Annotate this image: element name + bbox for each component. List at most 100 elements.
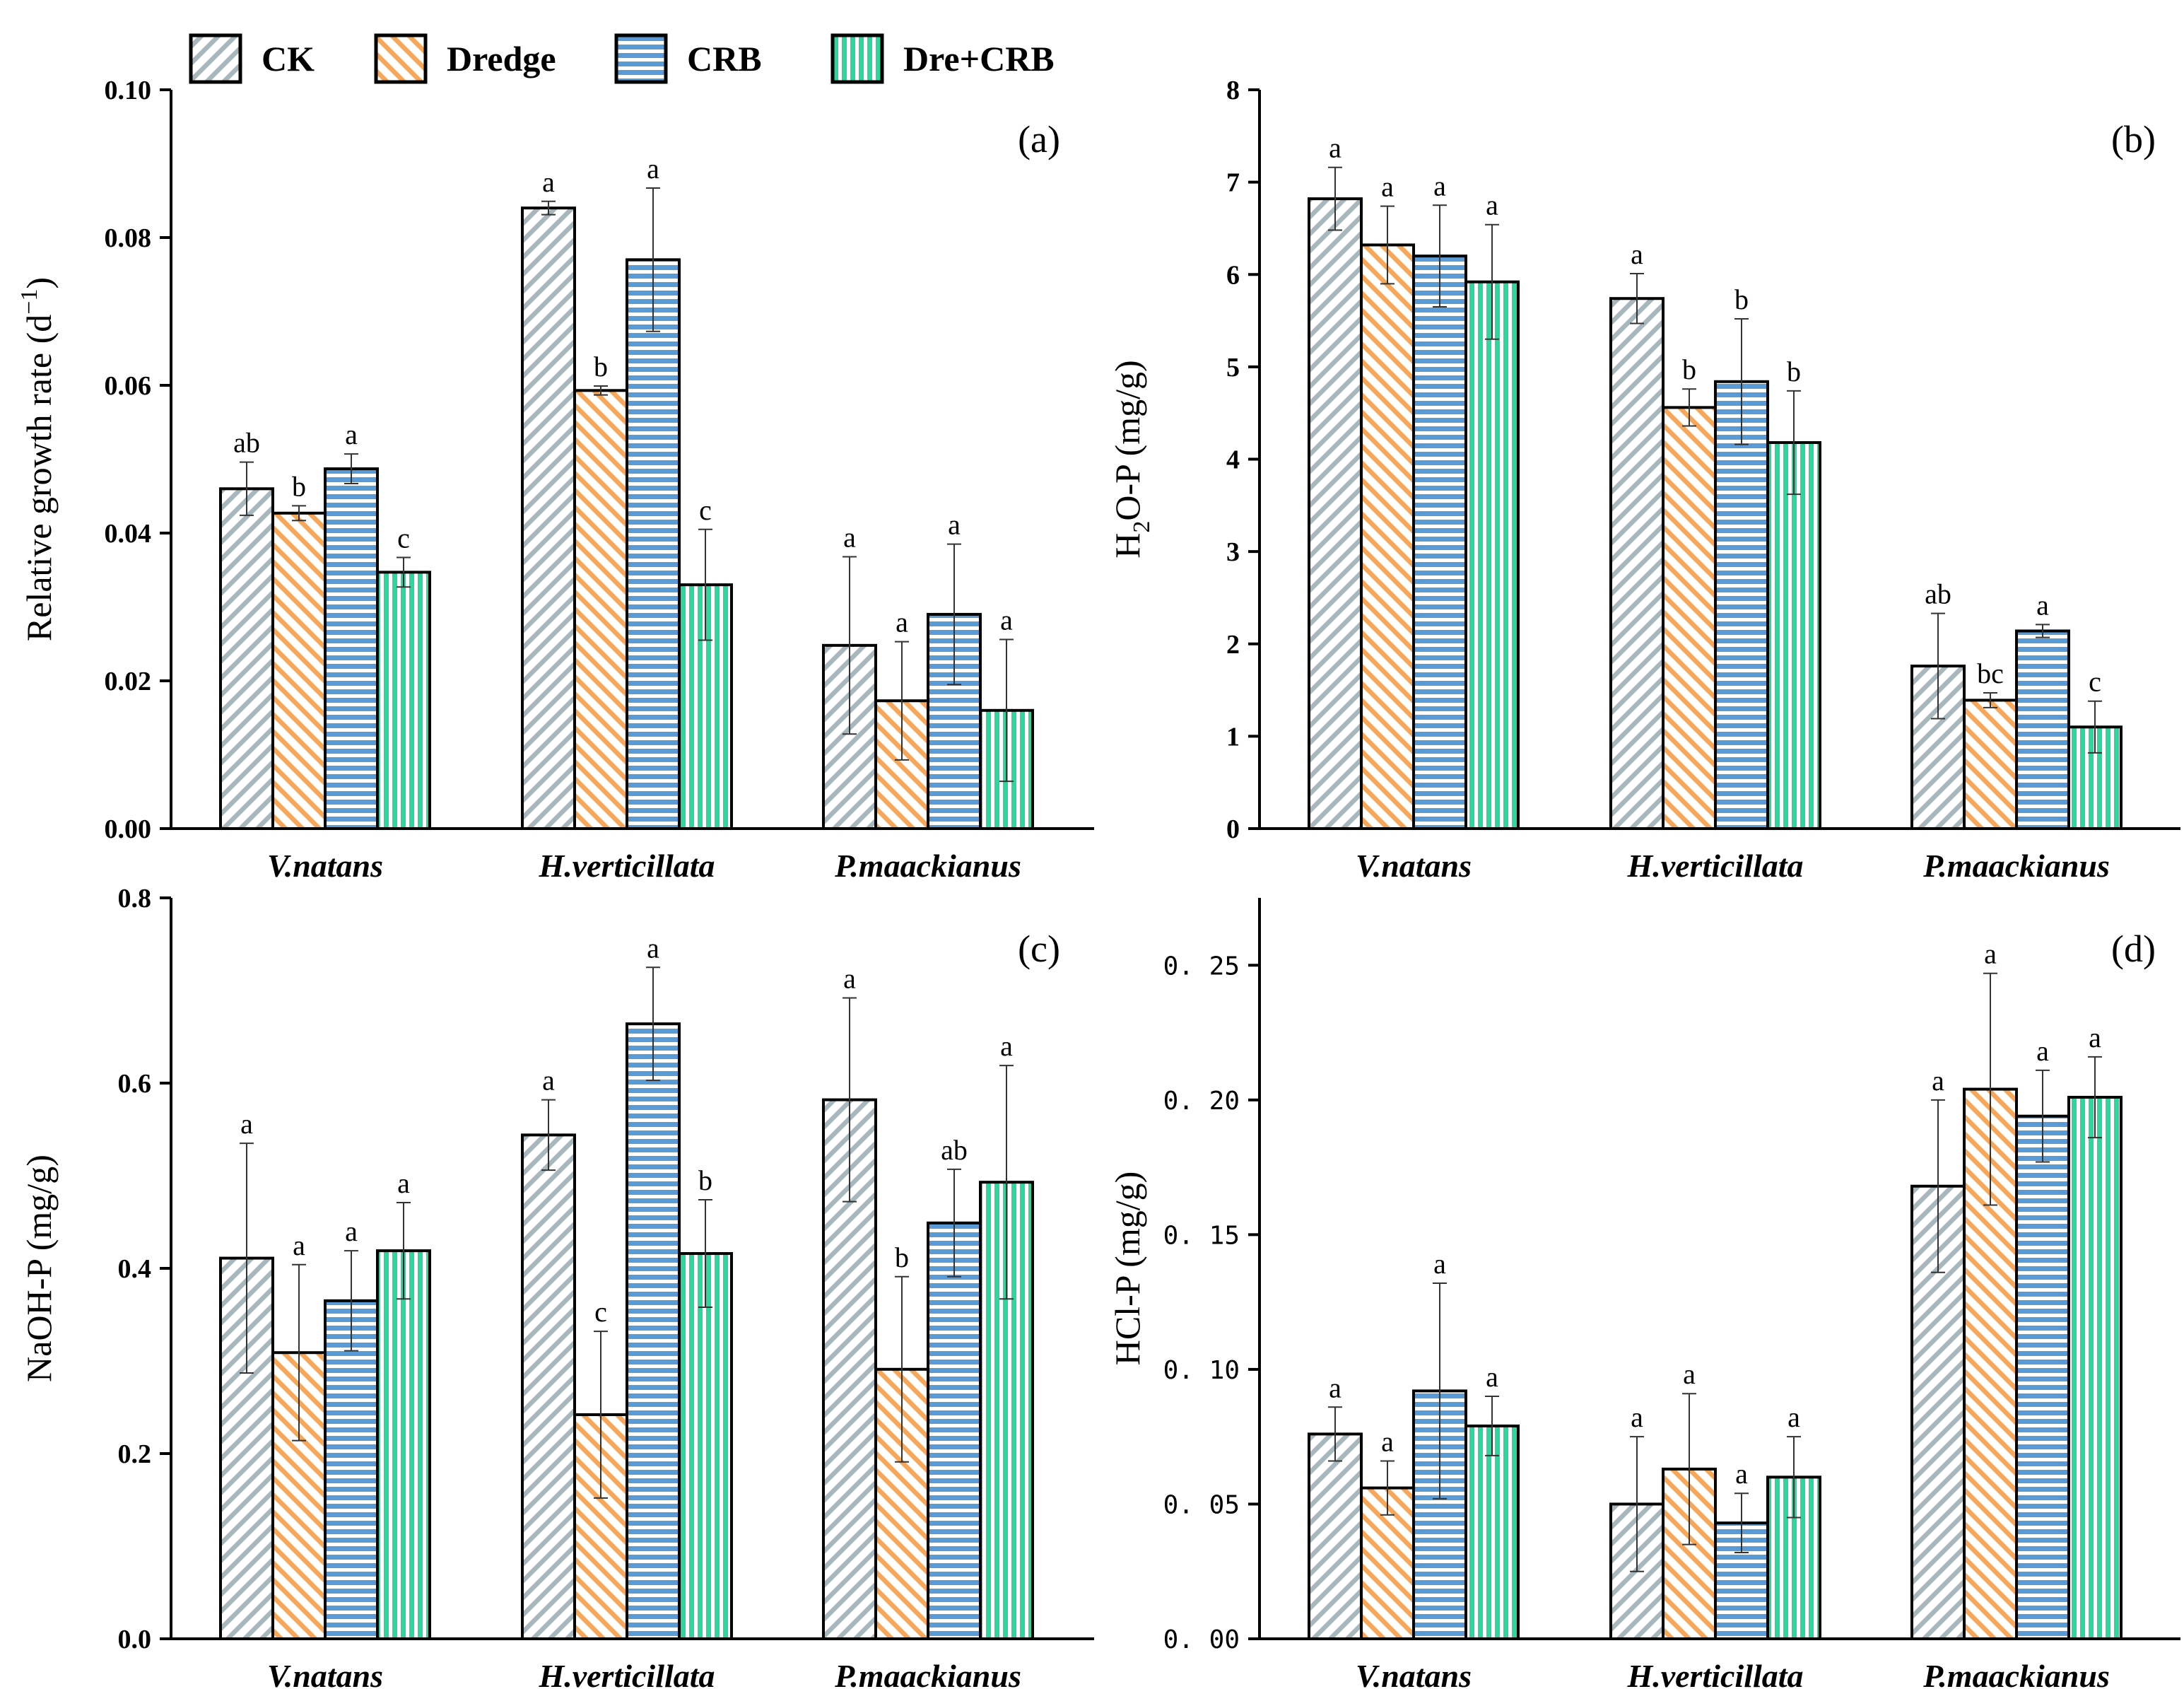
bar-panel-c-h-verticillata-dre-crb xyxy=(678,1252,733,1641)
error-bar-panel-a-p-maackianus-ck xyxy=(843,556,857,735)
category-label-a-v-natans: V.natans xyxy=(267,848,383,884)
sig-letter-panel-b-v-natans-crb: a xyxy=(1433,170,1446,201)
bar-panel-a-v-natans-dredge xyxy=(271,511,327,830)
y-tick-label-b-5: 5 xyxy=(1226,353,1240,382)
category-label-c-v-natans: V.natans xyxy=(267,1658,383,1689)
bar-panel-b-v-natans-dredge xyxy=(1360,243,1415,830)
error-bar-panel-d-h-verticillata-crb xyxy=(1734,1492,1749,1554)
sig-letter-panel-d-v-natans-dre-crb: a xyxy=(1486,1361,1498,1393)
error-bar-panel-b-v-natans-crb xyxy=(1433,204,1447,308)
y-tick-label-b-6: 6 xyxy=(1226,260,1240,290)
bar-panel-b-v-natans-ck xyxy=(1308,197,1363,830)
bar-panel-a-h-verticillata-crb xyxy=(626,258,681,831)
category-label-c-p-maackianus: P.maackianus xyxy=(834,1658,1021,1689)
panel-tag-b: (b) xyxy=(2111,118,2156,160)
sig-letter-panel-c-h-verticillata-ck: a xyxy=(542,1065,555,1097)
sig-letter-panel-a-v-natans-ck: ab xyxy=(233,427,260,459)
sig-letter-panel-d-v-natans-crb: a xyxy=(1433,1248,1446,1280)
error-bar-panel-c-v-natans-crb xyxy=(344,1250,358,1352)
y-tick-label-d-5: 0. 25 xyxy=(1163,952,1240,981)
bar-panel-b-p-maackianus-crb xyxy=(2015,629,2070,831)
sig-letter-panel-a-p-maackianus-crb: a xyxy=(948,509,961,541)
panel-d: a a a a a a a a a a a a 0. 00 0. 05 0. 10 0. 15 0. 20 0. … xyxy=(1108,898,2180,1689)
y-tick-label-a-2: 0.04 xyxy=(105,519,152,549)
error-bar-panel-c-v-natans-dre-crb xyxy=(397,1201,411,1300)
error-bar-panel-a-p-maackianus-crb xyxy=(947,543,961,686)
sig-letter-panel-b-p-maackianus-crb: a xyxy=(2036,589,2049,621)
error-bar-panel-a-v-natans-ck xyxy=(240,461,254,516)
category-label-a-p-maackianus: P.maackianus xyxy=(834,848,1021,884)
legend-label-crb: CRB xyxy=(687,39,762,78)
bar-panel-b-v-natans-dre-crb xyxy=(1464,280,1520,830)
panel-tag-a: (a) xyxy=(1018,118,1060,160)
y-tick-label-c-4: 0.8 xyxy=(118,884,152,913)
y-tick-label-d-1: 0. 05 xyxy=(1163,1490,1240,1519)
sig-letter-panel-b-h-verticillata-dredge: b xyxy=(1682,353,1696,385)
y-tick-label-b-8: 8 xyxy=(1226,76,1240,105)
category-label-d-h-verticillata: H.verticillata xyxy=(1626,1658,1803,1689)
y-axis-label-d: HCl-P (mg/g) xyxy=(1108,1171,1147,1366)
y-tick-label-d-3: 0. 15 xyxy=(1163,1221,1240,1250)
sig-letter-panel-c-v-natans-ck: a xyxy=(240,1108,253,1140)
error-bar-panel-c-h-verticillata-dre-crb xyxy=(698,1199,712,1309)
sig-letter-panel-d-p-maackianus-crb: a xyxy=(2036,1035,2049,1067)
error-bar-panel-a-h-verticillata-dredge xyxy=(594,385,608,396)
sig-letter-panel-c-h-verticillata-dre-crb: b xyxy=(698,1164,712,1196)
sig-letter-panel-c-p-maackianus-dredge: b xyxy=(895,1241,909,1273)
y-tick-label-b-4: 4 xyxy=(1226,445,1240,475)
sig-letter-panel-b-v-natans-ck: a xyxy=(1329,132,1341,164)
legend-swatch-dre-crb xyxy=(830,33,884,84)
y-tick-label-d-0: 0. 00 xyxy=(1163,1625,1240,1654)
panel-tag-c: (c) xyxy=(1018,928,1060,970)
y-axis-label-text-d: HCl-P (mg/g) xyxy=(1108,1171,1147,1366)
sig-letter-panel-d-h-verticillata-crb: a xyxy=(1735,1458,1748,1490)
sig-letter-panel-d-p-maackianus-dre-crb: a xyxy=(2089,1022,2101,1053)
y-tick-label-c-2: 0.4 xyxy=(118,1254,152,1284)
error-bar-panel-a-v-natans-dredge xyxy=(292,505,306,522)
y-tick-label-a-4: 0.08 xyxy=(105,223,152,253)
error-bar-panel-d-p-maackianus-dre-crb xyxy=(2088,1056,2102,1139)
category-label-c-h-verticillata: H.verticillata xyxy=(538,1658,715,1689)
error-bar-panel-d-v-natans-crb xyxy=(1433,1282,1447,1500)
y-tick-label-b-7: 7 xyxy=(1226,168,1240,198)
error-bar-panel-d-p-maackianus-dredge xyxy=(1983,972,1997,1206)
error-bar-panel-c-p-maackianus-ck xyxy=(843,997,857,1203)
error-bar-panel-a-p-maackianus-dre-crb xyxy=(999,638,1014,783)
sig-letter-panel-d-h-verticillata-dre-crb: a xyxy=(1787,1401,1800,1433)
legend-swatch-dredge xyxy=(374,33,428,84)
bar-panel-c-p-maackianus-crb xyxy=(927,1221,982,1641)
sig-letter-panel-c-v-natans-dre-crb: a xyxy=(397,1167,410,1199)
sig-letter-panel-b-h-verticillata-dre-crb: b xyxy=(1787,356,1801,387)
y-tick-label-b-0: 0 xyxy=(1226,814,1240,844)
error-bar-panel-a-p-maackianus-dredge xyxy=(895,641,909,761)
sig-letter-panel-c-h-verticillata-crb: a xyxy=(647,932,659,964)
sig-letter-panel-c-v-natans-dredge: a xyxy=(293,1229,305,1261)
legend: CK Dredge CRB Dre+CRB xyxy=(189,33,1055,84)
y-axis-label-sup-a: −1 xyxy=(16,289,42,315)
error-bar-panel-c-p-maackianus-crb xyxy=(947,1168,961,1278)
sig-letter-panel-c-v-natans-crb: a xyxy=(345,1215,358,1247)
error-bar-panel-d-h-verticillata-dre-crb xyxy=(1787,1436,1801,1519)
error-bar-panel-d-v-natans-ck xyxy=(1328,1406,1342,1462)
bar-panel-c-h-verticillata-dredge xyxy=(573,1413,628,1640)
category-label-b-v-natans: V.natans xyxy=(1356,848,1472,884)
panels: abaabbaaaacca0.000.020.040.060.080.10V.n… xyxy=(16,76,2180,1689)
bar-panel-b-p-maackianus-dredge xyxy=(1963,699,2018,831)
sig-letter-panel-a-h-verticillata-crb: a xyxy=(647,153,659,185)
bar-panel-b-h-verticillata-ck xyxy=(1609,297,1665,830)
y-axis-label-tail-b: O-P (mg/g) xyxy=(1108,360,1147,520)
error-bar-panel-d-h-verticillata-dredge xyxy=(1682,1393,1696,1545)
y-tick-label-d-4: 0. 20 xyxy=(1163,1087,1240,1116)
error-bar-panel-d-p-maackianus-crb xyxy=(2036,1069,2050,1163)
sig-letter-panel-d-p-maackianus-ck: a xyxy=(1932,1065,1944,1097)
error-bar-panel-d-v-natans-dredge xyxy=(1380,1460,1395,1516)
sig-letter-panel-c-p-maackianus-ck: a xyxy=(843,962,856,994)
bar-panel-d-v-natans-ck xyxy=(1308,1432,1363,1640)
sig-letter-panel-b-v-natans-dre-crb: a xyxy=(1486,189,1498,221)
error-bar-panel-b-p-maackianus-dre-crb xyxy=(2088,700,2102,754)
category-label-d-v-natans: V.natans xyxy=(1356,1658,1472,1689)
sig-letter-panel-a-p-maackianus-dredge: a xyxy=(896,607,908,638)
